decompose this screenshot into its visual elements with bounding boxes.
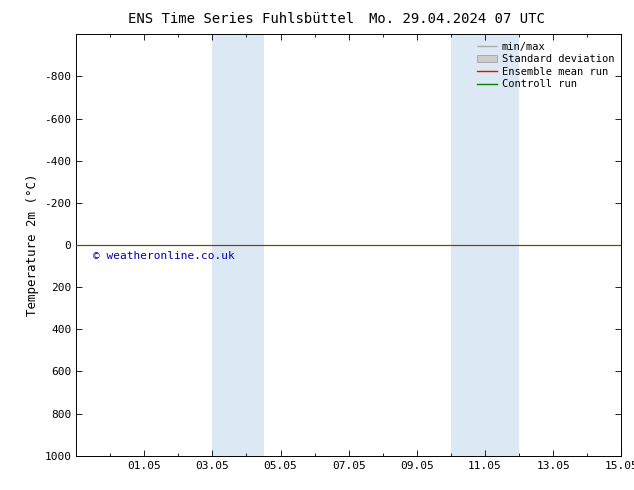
Legend: min/max, Standard deviation, Ensemble mean run, Controll run: min/max, Standard deviation, Ensemble me…	[474, 40, 616, 92]
Y-axis label: Temperature 2m (°C): Temperature 2m (°C)	[25, 174, 39, 316]
Bar	[451, 34, 519, 456]
Text: © weatheronline.co.uk: © weatheronline.co.uk	[93, 251, 235, 261]
Bar	[212, 34, 264, 456]
Text: Mo. 29.04.2024 07 UTC: Mo. 29.04.2024 07 UTC	[368, 12, 545, 26]
Text: ENS Time Series Fuhlsbüttel: ENS Time Series Fuhlsbüttel	[128, 12, 354, 26]
